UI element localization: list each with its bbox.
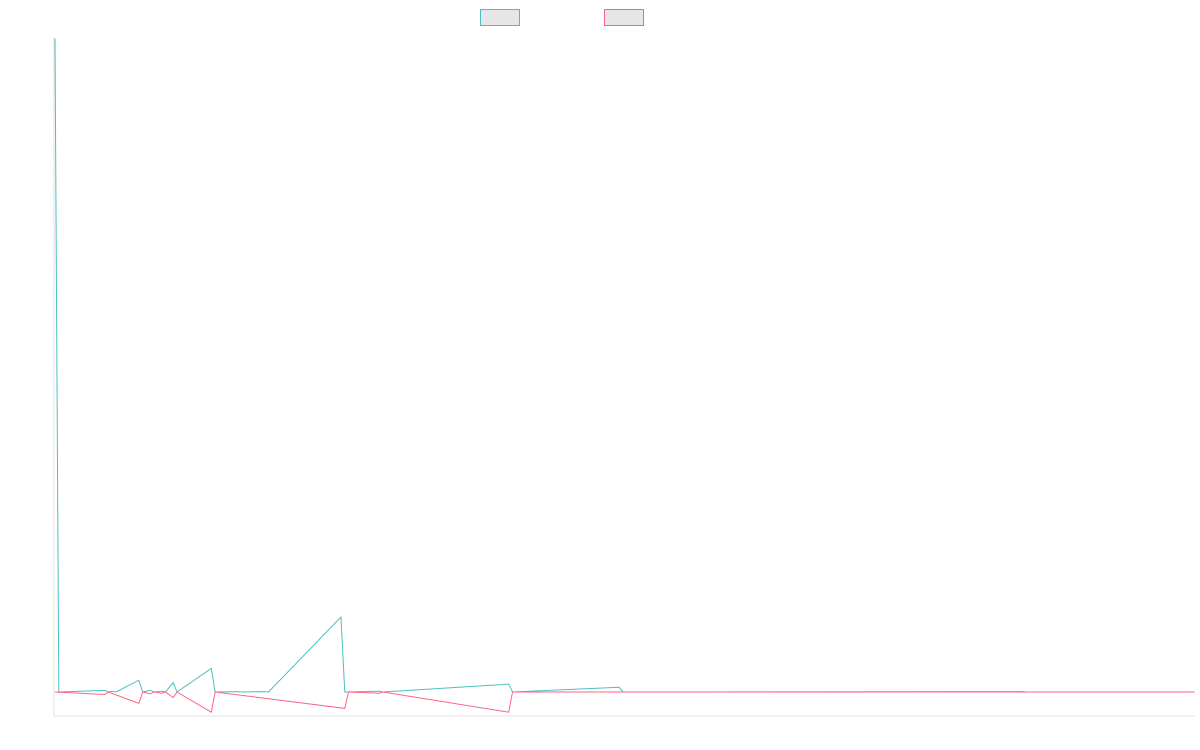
series-layer (54, 38, 1195, 713)
legend-item-series-b[interactable] (604, 9, 644, 26)
legend-item-series-a[interactable] (480, 9, 520, 26)
legend-swatch-series-a (480, 9, 520, 26)
legend (0, 9, 1200, 27)
series-line-b (54, 691, 1195, 713)
series-line-a (54, 38, 1195, 693)
legend-swatch-series-b (604, 9, 644, 26)
